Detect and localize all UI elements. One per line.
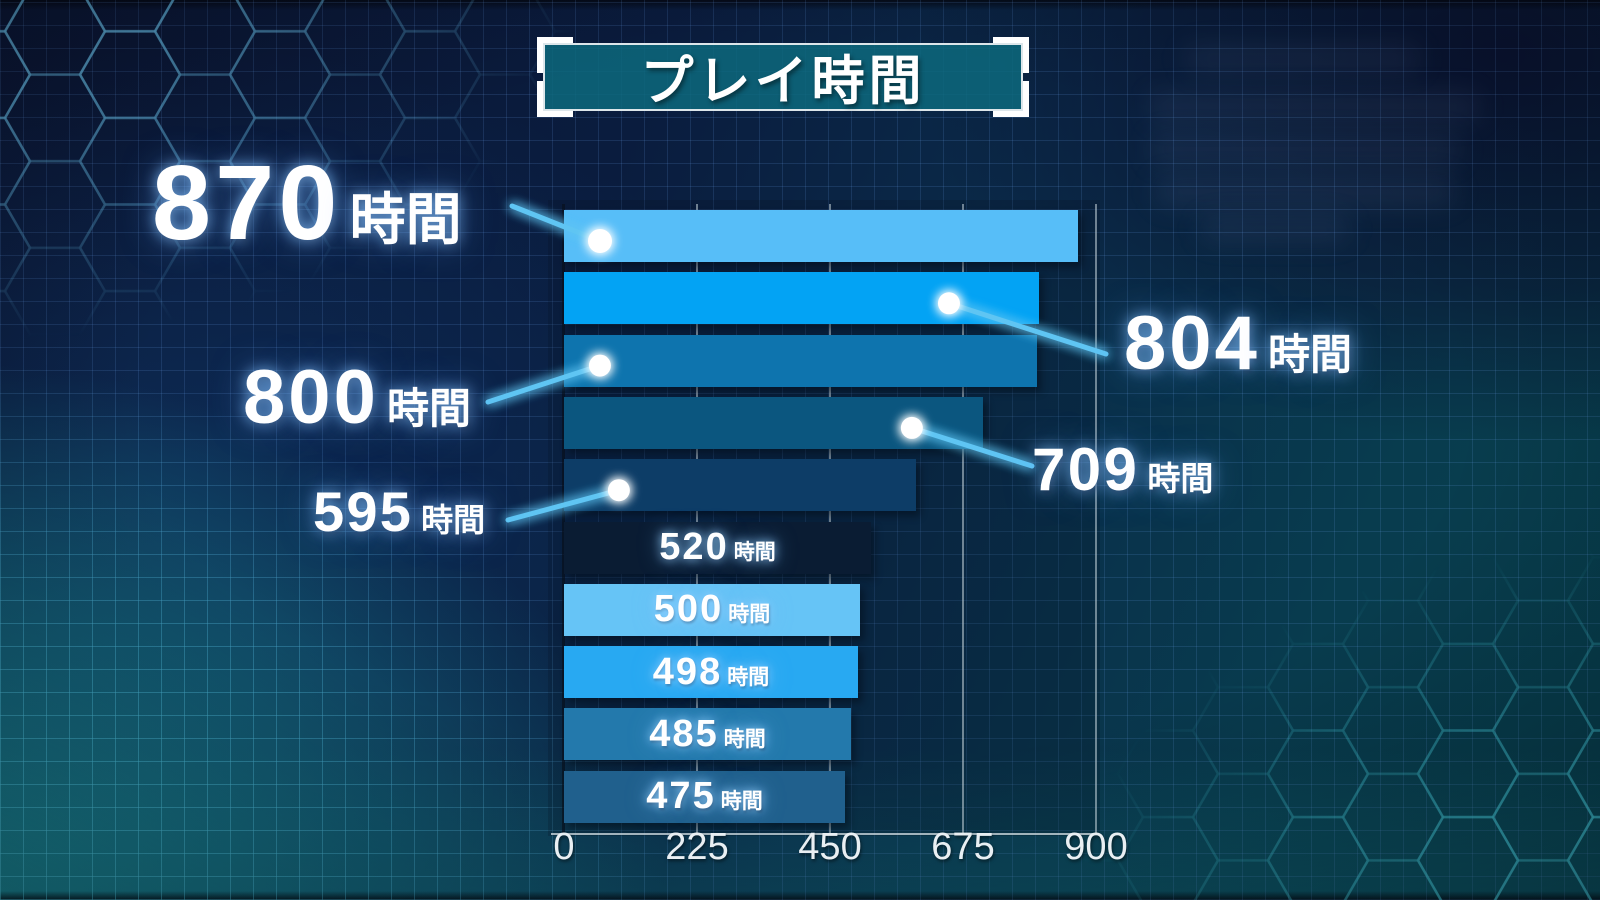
callout-value-unit: 時間 [1267, 331, 1352, 378]
callout-value-unit: 時間 [349, 188, 462, 251]
chart-title-panel: プレイ時間 [543, 43, 1023, 111]
bar-498: 498 時間 [564, 646, 858, 699]
bar-595 [564, 459, 916, 512]
corner-bracket-top-left-icon [537, 37, 573, 73]
bar-value-label: 498 時間 [653, 651, 769, 694]
bar-value-number: 498 [652, 650, 723, 693]
bar-709 [564, 396, 983, 449]
corner-bracket-bottom-left-icon [537, 81, 573, 117]
bar-500: 500 時間 [564, 583, 860, 636]
bar-value-unit: 時間 [727, 665, 770, 689]
gridline-450 [829, 204, 831, 833]
bar-value-label: 520 時間 [659, 526, 775, 569]
corner-bracket-bottom-right-icon [993, 81, 1029, 117]
gridline-900 [1095, 204, 1097, 833]
corner-bracket-top-right-icon [993, 37, 1029, 73]
bar-804 [564, 272, 1039, 325]
callout-label-800: 800 時間 [243, 360, 471, 436]
x-axis-tick-label-450: 450 [798, 826, 862, 868]
bar-value-unit: 時間 [728, 603, 771, 627]
bar-value-label: 475 時間 [646, 775, 762, 818]
chart-title-box: プレイ時間 [537, 37, 1029, 117]
hexagon-pattern-top-left [0, 0, 620, 388]
chart-title: プレイ時間 [640, 52, 926, 111]
callout-value-number: 870 [152, 144, 342, 262]
bar-value-label: 485 時間 [649, 713, 765, 756]
x-axis-tick-label-675: 675 [931, 826, 995, 868]
bar-800 [564, 334, 1037, 387]
callout-value-number: 804 [1124, 301, 1260, 386]
callout-label-870: 870 時間 [152, 150, 462, 256]
bar-value-unit: 時間 [733, 541, 776, 564]
callout-value-unit: 時間 [421, 502, 486, 538]
bar-value-unit: 時間 [723, 727, 766, 751]
bar-value-number: 485 [649, 712, 719, 755]
bar-value-unit: 時間 [720, 790, 763, 814]
x-axis-tick-label-900: 900 [1064, 826, 1128, 868]
bar-value-label: 500 時間 [654, 588, 770, 631]
callout-value-number: 800 [243, 355, 379, 440]
callout-value-unit: 時間 [1147, 460, 1214, 497]
callout-value-number: 709 [1032, 436, 1140, 503]
bar-value-number: 500 [653, 588, 724, 631]
bar-870 [564, 210, 1078, 262]
gridline-225 [696, 204, 698, 833]
gridline-675 [962, 204, 964, 833]
callout-value-unit: 時間 [386, 385, 471, 432]
bar-485: 485 時間 [564, 708, 851, 761]
x-axis-tick-label-225: 225 [665, 826, 729, 868]
callout-label-804: 804 時間 [1124, 306, 1352, 382]
x-axis-line [551, 833, 1099, 835]
callout-value-number: 595 [313, 480, 414, 543]
bar-520: 520 時間 [564, 521, 871, 574]
bar-value-number: 475 [646, 775, 716, 818]
x-axis-tick-label-0: 0 [553, 826, 575, 868]
hexagon-pattern-bottom-right [1018, 514, 1600, 900]
callout-label-709: 709 時間 [1032, 440, 1213, 500]
callout-label-595: 595 時間 [313, 484, 485, 540]
bar-475: 475 時間 [564, 770, 845, 823]
bar-value-number: 520 [659, 526, 729, 568]
